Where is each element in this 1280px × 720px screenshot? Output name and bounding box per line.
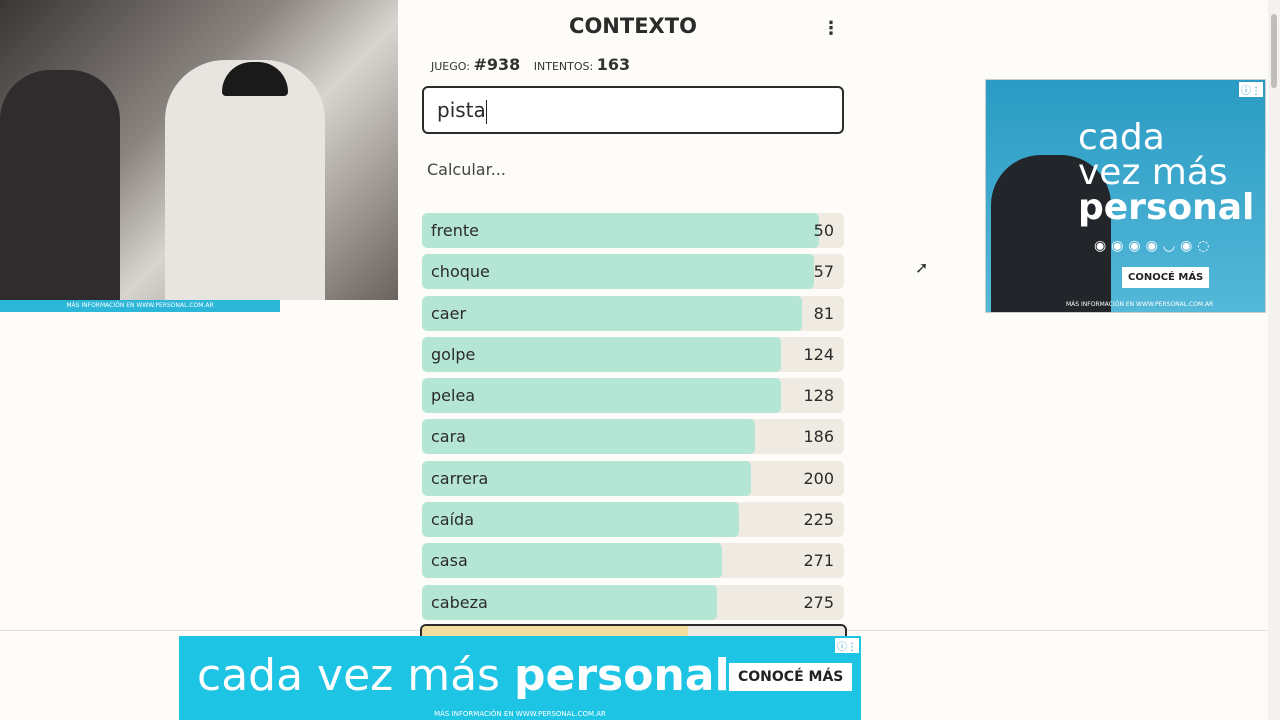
guess-word: pelea [431,386,476,406]
service-icons: ◉◉◉◉◡◉◌ [1094,238,1215,254]
guess-list: frente 50 choque 57 caer 81 golpe 124 pelea 128 ca… [422,213,844,626]
similarity-bar [422,543,722,579]
similarity-bar [422,419,756,455]
guess-rank: 57 [813,262,834,282]
webcam-overlay [0,0,398,300]
similarity-bar [422,213,819,248]
guess-word: choque [431,262,490,282]
guess-word: golpe [431,344,476,364]
guess-rank: 124 [803,344,834,364]
similarity-bar [422,378,781,414]
guess-rank: 200 [803,468,834,488]
guess-row: caer 81 [422,295,844,331]
guess-row: pelea 128 [422,378,844,414]
guess-input[interactable]: pista [422,86,844,134]
guess-rank: 81 [813,303,834,323]
guess-rank: 275 [803,592,834,612]
ad-info-icon[interactable]: ⓘ⋮ [1239,82,1263,97]
guess-word: casa [431,551,468,571]
mouse-cursor-icon: ➚ [915,258,929,277]
guess-row: caída 225 [422,502,844,538]
ad-banner-right[interactable]: cada vez más personal ◉◉◉◉◡◉◌ CONOCÉ MÁS M… [985,79,1266,313]
guess-row: casa 271 [422,543,844,579]
ad-cta-button[interactable]: CONOCÉ MÁS [729,663,853,691]
ad-banner-bottom[interactable]: cada vez más personal CONOCÉ MÁS MÁS INF… [179,636,861,720]
guess-word: cabeza [431,592,488,612]
game-stats: JUEGO: #938 INTENTOS: 163 [431,55,631,74]
guess-row: carrera 200 [422,460,844,496]
guess-word: cara [431,427,466,447]
guess-row: frente 50 [422,213,844,248]
guess-word: caer [431,303,467,323]
guess-row: choque 57 [422,254,844,290]
scrollbar[interactable] [1268,0,1280,720]
page-title: CONTEXTO [569,14,697,38]
guess-rank: 50 [813,221,834,240]
status-text: Calcular... [427,160,506,179]
similarity-bar [422,295,802,331]
similarity-bar [422,254,815,290]
ad-cta-button[interactable]: CONOCÉ MÁS [1122,267,1210,288]
ad-info-icon[interactable]: ⓘ⋮ [835,638,859,653]
guess-rank: 271 [803,551,834,571]
kebab-menu-icon[interactable]: ⋮ [822,18,840,39]
similarity-bar [422,460,752,496]
similarity-bar [422,336,781,372]
guess-row: golpe 124 [422,336,844,372]
similarity-bar [422,502,739,538]
guess-rank: 186 [803,427,834,447]
webcam-ad-strip: MÁS INFORMACIÓN EN WWW.PERSONAL.COM.AR [0,300,280,312]
guess-row: cara 186 [422,419,844,455]
guess-word: frente [431,221,479,240]
guess-rank: 225 [803,510,834,530]
similarity-bar [422,584,718,620]
guess-word: caída [431,510,475,530]
guess-word: carrera [431,468,489,488]
guess-rank: 128 [803,386,834,406]
guess-row: cabeza 275 [422,584,844,620]
